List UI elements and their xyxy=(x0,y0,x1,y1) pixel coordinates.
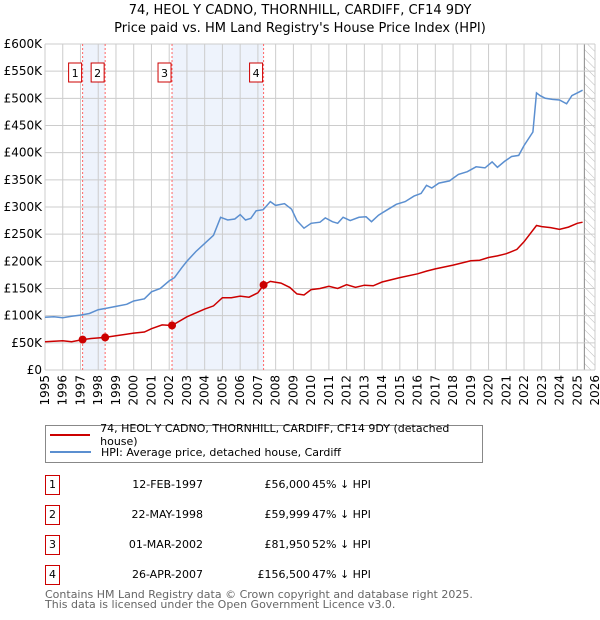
legend: 74, HEOL Y CADNO, THORNHILL, CARDIFF, CF… xyxy=(45,422,483,463)
transaction-price: £156,500 xyxy=(257,568,311,581)
y-tick-label: £500K xyxy=(4,91,44,105)
transaction-hpi-diff: 45% ↓ HPI xyxy=(312,478,371,491)
y-tick-label: £400K xyxy=(4,146,44,160)
transaction-price: £56,000 xyxy=(264,478,311,491)
legend-item-hpi: HPI: Average price, detached house, Card… xyxy=(50,444,341,460)
y-tick-label: £600K xyxy=(4,37,44,51)
y-tick-label: £550K xyxy=(4,64,44,78)
legend-label-hpi: HPI: Average price, detached house, Card… xyxy=(101,445,341,459)
x-tick-label: 2019 xyxy=(464,375,478,406)
x-tick-label: 1998 xyxy=(91,375,105,406)
sale-label-number: 1 xyxy=(72,67,79,80)
x-tick-label: 2007 xyxy=(251,375,265,406)
legend-label-property: 74, HEOL Y CADNO, THORNHILL, CARDIFF, CF… xyxy=(100,422,450,448)
transaction-row: 3 01-MAR-2002 £81,950 52% ↓ HPI xyxy=(45,535,495,555)
sale-point xyxy=(168,321,177,330)
y-tick-label: £300K xyxy=(4,200,44,214)
transaction-row: 4 26-APR-2007 £156,500 47% ↓ HPI xyxy=(45,565,495,585)
transaction-date: 22-MAY-1998 xyxy=(131,508,203,521)
transaction-price: £81,950 xyxy=(264,538,311,551)
x-tick-label: 2020 xyxy=(482,375,496,406)
y-tick-label: £100K xyxy=(4,309,44,323)
x-tick-label: 2018 xyxy=(446,375,460,406)
title-line-1: 74, HEOL Y CADNO, THORNHILL, CARDIFF, CF… xyxy=(128,3,472,18)
legend-item-property: 74, HEOL Y CADNO, THORNHILL, CARDIFF, CF… xyxy=(50,422,482,448)
sale-label-number: 4 xyxy=(253,67,260,80)
x-tick-label: 2006 xyxy=(233,375,247,406)
x-tick-label: 2008 xyxy=(269,375,283,406)
x-tick-label: 2013 xyxy=(357,375,371,406)
x-tick-label: 2014 xyxy=(375,375,389,406)
sale-label-box xyxy=(68,62,83,83)
y-tick-label: £150K xyxy=(4,282,44,296)
transaction-price: £59,999 xyxy=(264,508,311,521)
sale-label-number: 3 xyxy=(161,67,168,80)
sale-label-box xyxy=(90,62,105,83)
transaction-date: 12-FEB-1997 xyxy=(132,478,203,491)
sale-point xyxy=(78,335,87,344)
x-tick-label: 2021 xyxy=(499,375,513,406)
x-tick-label: 2001 xyxy=(144,375,158,406)
x-tick-label: 2017 xyxy=(428,375,442,406)
transaction-date: 26-APR-2007 xyxy=(131,568,203,581)
transaction-row: 1 12-FEB-1997 £56,000 45% ↓ HPI xyxy=(45,475,495,495)
transaction-row: 2 22-MAY-1998 £59,999 47% ↓ HPI xyxy=(45,505,495,525)
x-tick-label: 2023 xyxy=(535,375,549,406)
x-tick-label: 2022 xyxy=(517,375,531,406)
x-tick-label: 2010 xyxy=(304,375,318,406)
x-tick-label: 2005 xyxy=(215,375,229,406)
y-tick-label: £0 xyxy=(27,363,42,377)
transaction-number: 4 xyxy=(45,565,60,585)
y-tick-label: £450K xyxy=(4,119,44,133)
x-tick-label: 2015 xyxy=(393,375,407,406)
transaction-hpi-diff: 52% ↓ HPI xyxy=(312,538,371,551)
x-tick-label: 2004 xyxy=(198,375,212,406)
y-tick-label: £200K xyxy=(4,254,44,268)
sale-point xyxy=(259,280,268,289)
x-tick-label: 2002 xyxy=(162,375,176,406)
sale-label-box xyxy=(249,62,264,83)
title-line-2: Price paid vs. HM Land Registry's House … xyxy=(114,21,486,36)
x-tick-label: 1997 xyxy=(73,375,87,406)
transaction-number: 2 xyxy=(45,505,60,525)
x-tick-label: 2026 xyxy=(588,375,600,406)
transaction-number: 1 xyxy=(45,475,60,495)
footer: Contains HM Land Registry data © Crown c… xyxy=(45,588,473,611)
sale-point xyxy=(101,333,110,342)
transaction-date: 01-MAR-2002 xyxy=(128,538,203,551)
sale-label-number: 2 xyxy=(94,67,101,80)
hpi-line xyxy=(44,89,583,319)
chart-svg: 1995 1996 1997 1998 1999 2000 2001 2002 2003 2004… xyxy=(4,37,600,406)
x-tick-label: 2009 xyxy=(286,375,300,406)
x-tick-label: 2016 xyxy=(411,375,425,406)
x-tick-label: 1996 xyxy=(56,375,70,406)
footer-licence: This data is licensed under the Open Gov… xyxy=(45,598,396,611)
x-tick-label: 2012 xyxy=(340,375,354,406)
x-tick-label: 2024 xyxy=(553,375,567,406)
footer-copyright: Contains HM Land Registry data © Crown c… xyxy=(45,588,473,601)
x-tick-label: 2003 xyxy=(180,375,194,406)
property-price-line xyxy=(44,221,583,343)
x-tick-label: 2025 xyxy=(570,375,584,406)
y-tick-label: £350K xyxy=(4,173,44,187)
transaction-hpi-diff: 47% ↓ HPI xyxy=(312,508,371,521)
x-tick-label: 2011 xyxy=(322,375,336,406)
x-tick-label: 1999 xyxy=(109,375,123,406)
transaction-hpi-diff: 47% ↓ HPI xyxy=(312,568,371,581)
sale-label-box xyxy=(157,62,172,83)
y-tick-label: £250K xyxy=(4,227,44,241)
chart-title: 74, HEOL Y CADNO, THORNHILL, CARDIFF, CF… xyxy=(0,2,600,38)
x-tick-label: 1995 xyxy=(38,375,52,406)
legend-swatch-property xyxy=(50,434,91,436)
legend-swatch-hpi xyxy=(50,451,91,453)
x-tick-label: 2000 xyxy=(127,375,141,406)
transaction-number: 3 xyxy=(45,535,60,555)
y-tick-label: £50K xyxy=(11,336,43,350)
